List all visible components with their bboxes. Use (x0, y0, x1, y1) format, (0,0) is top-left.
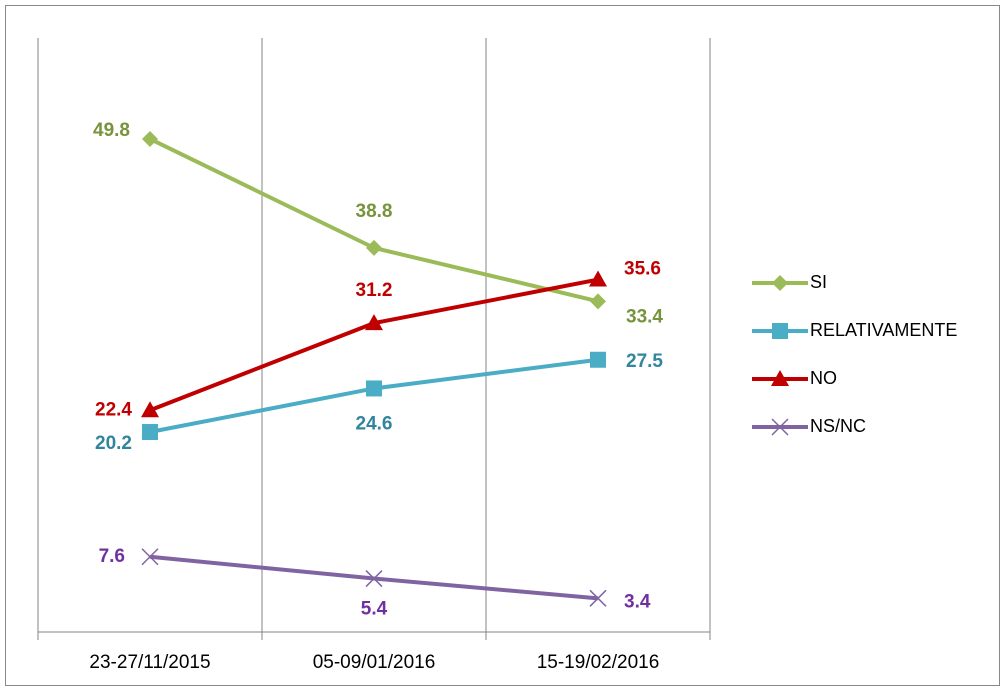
marker (142, 130, 158, 147)
legend-label: RELATIVAMENTE (810, 320, 957, 340)
data-label: 5.4 (361, 599, 388, 620)
legend-label: NO (810, 368, 837, 388)
data-label: 31.2 (356, 280, 393, 301)
marker (366, 380, 382, 397)
marker (142, 424, 158, 441)
legend-marker (771, 418, 789, 436)
marker (590, 293, 606, 310)
marker (365, 570, 383, 588)
x-tick-label: 23-27/11/2015 (89, 652, 210, 673)
data-label: 27.5 (626, 351, 663, 372)
data-label: 22.4 (95, 399, 132, 420)
data-label: 35.6 (624, 259, 661, 280)
marker (141, 548, 159, 566)
marker (590, 351, 606, 368)
data-label: 38.8 (356, 201, 393, 222)
legend-marker (772, 323, 788, 339)
marker (141, 401, 159, 418)
data-label: 49.8 (93, 120, 130, 141)
marker (589, 589, 607, 607)
marker (365, 314, 383, 331)
legend-label: SI (810, 272, 827, 292)
legend-label: NS/NC (810, 416, 866, 436)
chart-border (5, 5, 1000, 686)
legend-marker (771, 370, 789, 386)
data-label: 3.4 (624, 591, 651, 612)
marker (366, 239, 382, 256)
data-label: 33.4 (626, 306, 663, 327)
x-tick-label: 15-19/02/2016 (537, 652, 660, 673)
legend-marker (772, 275, 788, 291)
data-label: 24.6 (356, 413, 393, 434)
x-tick-label: 05-09/01/2016 (313, 652, 436, 673)
marker (589, 270, 607, 287)
data-label: 20.2 (95, 433, 132, 454)
data-label: 7.6 (99, 546, 125, 567)
